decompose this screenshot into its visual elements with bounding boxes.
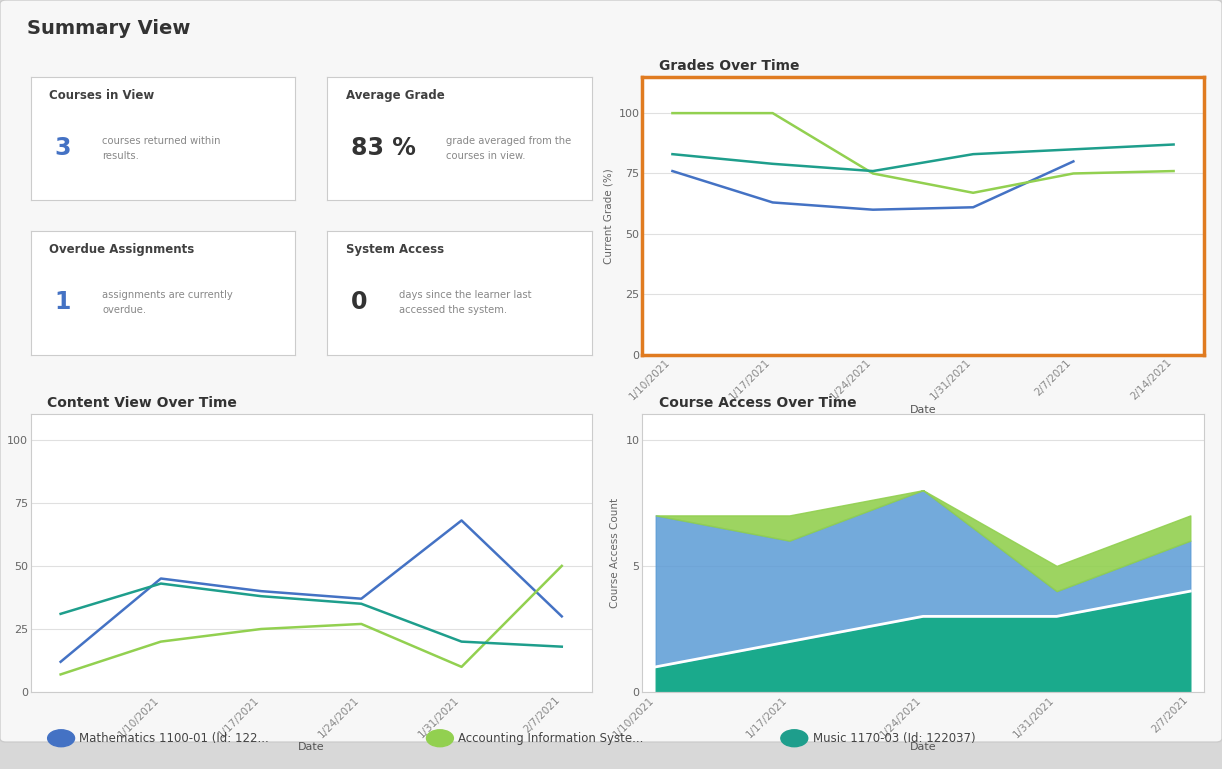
Text: courses returned within
results.: courses returned within results. [101,136,220,161]
Y-axis label: Current Grade (%): Current Grade (%) [602,168,613,264]
Text: Overdue Assignments: Overdue Assignments [49,244,194,257]
Text: Grades Over Time: Grades Over Time [659,59,799,73]
Text: Content View Over Time: Content View Over Time [48,397,237,411]
Text: 3: 3 [54,136,71,160]
Text: Summary View: Summary View [27,19,191,38]
Text: assignments are currently
overdue.: assignments are currently overdue. [101,291,232,315]
Text: 0: 0 [351,291,368,315]
Y-axis label: Course Access Count: Course Access Count [610,498,620,608]
Text: Mathematics 1100-01 (Id: 122...: Mathematics 1100-01 (Id: 122... [79,732,269,744]
Text: Course Access Over Time: Course Access Over Time [659,397,857,411]
Text: Accounting Information Syste...: Accounting Information Syste... [458,732,644,744]
Text: System Access: System Access [346,244,444,257]
Text: Average Grade: Average Grade [346,89,445,102]
X-axis label: Date: Date [298,742,325,752]
Text: Music 1170-03 (Id: 122037): Music 1170-03 (Id: 122037) [813,732,975,744]
Text: days since the learner last
accessed the system.: days since the learner last accessed the… [398,291,532,315]
X-axis label: Date: Date [909,742,936,752]
X-axis label: Date: Date [909,404,936,414]
Text: grade averaged from the
courses in view.: grade averaged from the courses in view. [446,136,572,161]
Text: 83 %: 83 % [351,136,415,160]
Text: Courses in View: Courses in View [49,89,154,102]
Text: 1: 1 [54,291,71,315]
